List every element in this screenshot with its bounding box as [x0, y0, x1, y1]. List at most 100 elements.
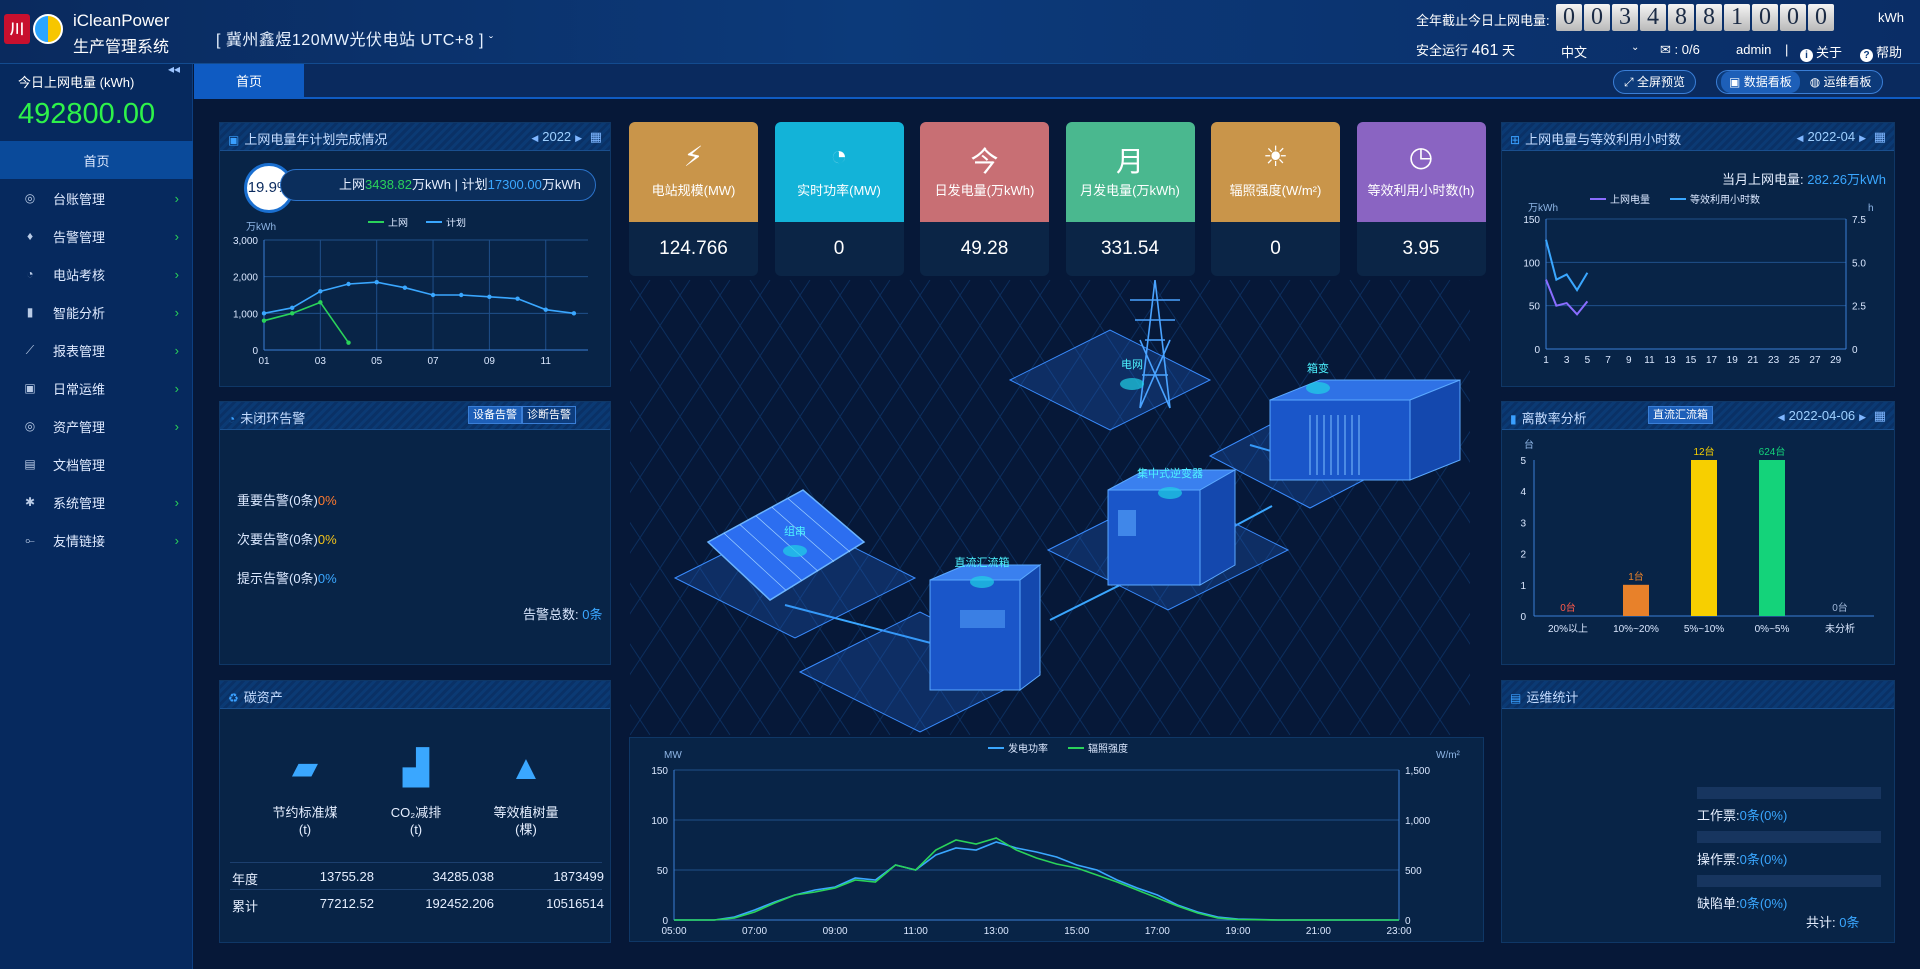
tree-icon: ▲ — [509, 749, 543, 787]
seal-logo-icon: 川 — [4, 14, 30, 44]
y-tick-label: 50 — [1529, 302, 1541, 313]
odometer-digit: 8 — [1696, 4, 1722, 31]
prev-month-icon[interactable]: ◀ — [1796, 133, 1804, 143]
data-point — [318, 289, 323, 294]
kpi-label: 实时功率(MW) — [797, 183, 881, 198]
ops-progress-bar — [1697, 875, 1881, 887]
odometer-digit: 0 — [1752, 4, 1778, 31]
station-name: [ 冀州鑫煜120MW光伏电站 UTC+8 ] — [216, 32, 484, 49]
alarm-row: 提示告警(0条)0% — [237, 571, 337, 586]
help-link[interactable]: ? 帮助 — [1860, 42, 1902, 62]
about-link[interactable]: i 关于 — [1800, 42, 1842, 62]
kpi-label: 等效利用小时数(h) — [1367, 183, 1475, 198]
y-tick-label: 2,000 — [233, 273, 258, 284]
legend-label: 计划 — [446, 218, 466, 229]
sidebar-item-calendar[interactable]: ▣ 日常运维 › — [0, 369, 193, 407]
gear-icon: ✱ — [24, 495, 36, 509]
sidebar-item-alarm[interactable]: ♦ 告警管理 › — [0, 217, 193, 255]
kpi-card: ☀ 辐照强度(W/m²) 0 — [1211, 122, 1340, 276]
y-tick-label: 0 — [1534, 345, 1540, 356]
ops-row: 缺陷单:0条(0%) — [1697, 896, 1788, 911]
odometer-digit: 0 — [1780, 4, 1806, 31]
series-line — [1545, 239, 1589, 292]
calendar-icon[interactable]: ▦ — [589, 129, 602, 144]
tab-home[interactable]: 首页 — [194, 64, 304, 99]
chevron-right-icon: › — [174, 266, 179, 282]
y-axis-unit: 台 — [1524, 438, 1534, 451]
sidebar-item-bar[interactable]: ▮ 智能分析 › — [0, 293, 193, 331]
combiner-box-icon — [929, 564, 1042, 691]
collapse-sidebar-icon[interactable]: ◂◂ — [168, 62, 181, 76]
power-irradiance-panel: 0 50 100 150 0 500 1,000 1,500 05:00 07:00 09:00 11… — [629, 737, 1484, 942]
kpi-label: 辐照强度(W/m²) — [1229, 183, 1322, 198]
next-year-icon[interactable]: ▶ — [575, 133, 583, 143]
panel-title: 上网电量与等效利用小时数 — [1525, 132, 1682, 147]
message-button[interactable]: ✉ : 0/6 — [1660, 42, 1700, 57]
kpi-card: ◔ 实时功率(MW) 0 — [774, 122, 904, 276]
diagnosis-alarm-button[interactable]: 诊断告警 — [522, 406, 576, 424]
y-right-tick-label: 0 — [1852, 345, 1858, 356]
dispersion-panel: ▮ 离散率分析 直流汇流箱 ◀ 2022-04-06 ▶ ▦ 0 1 2 3 4 5 台 0台 20%… — [1501, 401, 1895, 665]
x-tick-label: 21 — [1747, 355, 1759, 366]
chevron-right-icon: › — [174, 418, 179, 434]
prev-date-icon[interactable]: ◀ — [1777, 412, 1785, 422]
series-line — [674, 841, 1399, 921]
data-point — [543, 307, 548, 312]
pv-array-icon — [706, 489, 866, 601]
expand-icon: ⤢ — [1624, 75, 1634, 89]
sidebar-item-document[interactable]: ▤ 文档管理 — [0, 445, 193, 483]
chevron-right-icon: › — [174, 532, 179, 548]
board-icon: ▣ — [1729, 75, 1741, 89]
sidebar-item-link[interactable]: ⟜ 友情链接 › — [0, 521, 193, 559]
data-point — [289, 305, 295, 311]
y-tick-label: 100 — [1523, 258, 1540, 269]
sidebar-item-label: 资产管理 — [53, 419, 106, 435]
chevron-right-icon: › — [174, 494, 179, 510]
y-right-tick-label: 1,500 — [1405, 766, 1430, 777]
sidebar-item-asset[interactable]: ◎ 资产管理 › — [0, 407, 193, 445]
sidebar-item-home[interactable]: 首页 — [0, 141, 193, 179]
sun-icon: ☀ — [1262, 141, 1289, 172]
sidebar-item-ledger[interactable]: ◎ 台账管理 › — [0, 179, 193, 217]
x-tick-label: 5%~10% — [1684, 624, 1724, 635]
next-month-icon[interactable]: ▶ — [1859, 133, 1867, 143]
combiner-filter-button[interactable]: 直流汇流箱 — [1648, 406, 1713, 424]
calendar-icon[interactable]: ▦ — [1873, 129, 1886, 144]
device-alarm-button[interactable]: 设备告警 — [468, 406, 522, 424]
floor-grid — [630, 703, 651, 735]
fullscreen-button[interactable]: ⤢ 全屏预览 — [1613, 70, 1696, 94]
station-selector[interactable]: [ 冀州鑫煜120MW光伏电站 UTC+8 ] ˇ — [216, 26, 493, 50]
month-picker[interactable]: ◀ 2022-04 ▶ ▦ — [1796, 129, 1886, 144]
kpi-value: 124.766 — [659, 238, 728, 259]
bar-value-label: 1台 — [1628, 570, 1644, 583]
plan-summary: 上网3438.82万kWh | 计划17300.00万kWh — [280, 169, 596, 201]
next-date-icon[interactable]: ▶ — [1859, 412, 1867, 422]
annual-total-unit: kWh — [1878, 10, 1904, 25]
calendar-icon[interactable]: ▦ — [1873, 408, 1886, 423]
data-point — [487, 294, 492, 300]
y-axis-unit: 万kWh — [1528, 203, 1558, 214]
x-tick-label: 0%~5% — [1755, 624, 1790, 635]
info-icon: i — [1800, 49, 1813, 62]
prev-year-icon[interactable]: ◀ — [531, 133, 539, 143]
year-picker[interactable]: ◀ 2022 ▶ ▦ — [531, 129, 602, 144]
date-picker[interactable]: ◀ 2022-04-06 ▶ ▦ — [1777, 408, 1886, 423]
user-menu[interactable]: admin | — [1736, 42, 1789, 57]
chevron-right-icon: › — [174, 190, 179, 206]
x-tick-label: 09 — [484, 356, 496, 367]
series-line — [263, 301, 350, 344]
sidebar-item-line-chart[interactable]: ⟋ 报表管理 › — [0, 331, 193, 369]
y-tick-label: 1 — [1520, 581, 1526, 592]
tab-ops-board[interactable]: ◍ 运维看板 — [1809, 75, 1872, 89]
sidebar-item-pie[interactable]: ◔ 电站考核 › — [0, 255, 193, 293]
data-point — [459, 292, 464, 298]
scale-icon: ⚡ — [683, 141, 704, 172]
document-icon: ▤ — [24, 457, 36, 471]
ops-stats-panel: ▤ 运维统计 — [1501, 680, 1895, 943]
data-point — [515, 296, 520, 301]
sidebar-item-gear[interactable]: ✱ 系统管理 › — [0, 483, 193, 521]
series-line — [263, 281, 575, 315]
language-select[interactable]: 中文 ⌄ — [1561, 42, 1640, 60]
sidebar-item-label: 报表管理 — [53, 343, 106, 359]
tab-data-board[interactable]: ▣ 数据看板 — [1721, 71, 1800, 93]
